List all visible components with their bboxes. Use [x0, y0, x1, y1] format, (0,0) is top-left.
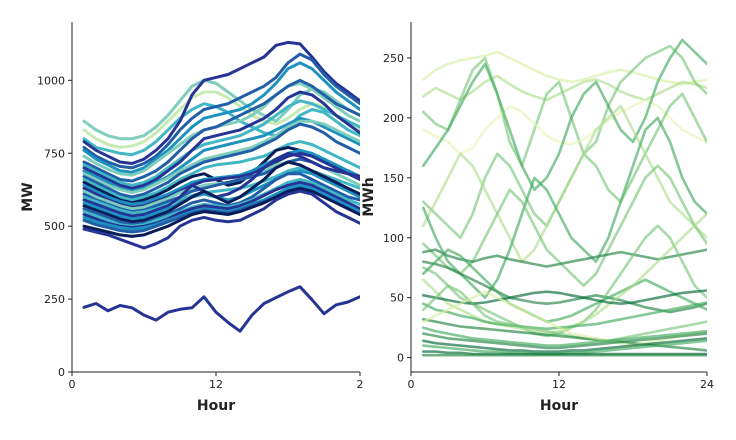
series-line-7 — [421, 116, 707, 300]
y-tick-label: 100 — [383, 232, 404, 245]
y-tick-label: 500 — [44, 220, 65, 233]
series-line-21 — [421, 337, 707, 353]
y-axis-label: MW — [20, 182, 36, 211]
mw-load-panel: 0 250 500 750 1000 0 12 2 Hour MW — [20, 22, 364, 414]
y-tick-label: 150 — [383, 172, 404, 185]
x-axis-label: Hour — [540, 398, 578, 414]
series-line-5 — [82, 61, 360, 174]
y-tick-label: 0 — [397, 352, 404, 365]
y-axis-label: MWh — [361, 177, 377, 216]
y-tick-label: 250 — [383, 52, 404, 65]
series-line-15 — [421, 301, 707, 331]
series-line-6 — [421, 104, 707, 264]
series-line-28 — [82, 186, 360, 238]
y-tick-label: 750 — [44, 147, 65, 160]
series-line-13 — [82, 140, 360, 202]
series-line-2 — [82, 102, 360, 157]
x-tick-label: 24 — [700, 378, 714, 391]
x-tick-label: 2 — [357, 378, 364, 391]
series-line-20 — [421, 332, 707, 350]
series-line-3 — [421, 98, 707, 156]
y-tick-label: 200 — [383, 112, 404, 125]
x-tick-label: 0 — [69, 378, 76, 391]
y-tick-label: 50 — [390, 292, 404, 305]
series-line-29 — [82, 189, 360, 250]
series-line-2 — [421, 44, 707, 168]
x-tick-label: 12 — [209, 378, 223, 391]
mwh-energy-panel: 0 50 100 150 200 250 0 12 24 Hour MWh — [361, 22, 714, 414]
series-line-10 — [421, 260, 707, 314]
series-line-1 — [421, 74, 707, 102]
series-group — [421, 38, 707, 357]
y-tick-label: 1000 — [37, 74, 65, 87]
series-line-22 — [82, 160, 360, 224]
series-line-3 — [82, 40, 360, 165]
series-line-9 — [82, 90, 360, 190]
series-line-18 — [421, 290, 707, 347]
series-line-4 — [82, 52, 360, 170]
y-tick-label: 250 — [44, 293, 65, 306]
series-line-11 — [82, 119, 360, 195]
series-line-16 — [421, 284, 707, 343]
x-tick-label: 12 — [552, 378, 566, 391]
series-line-23 — [82, 172, 360, 227]
series-line-12 — [421, 248, 707, 324]
series-line-11 — [421, 224, 707, 338]
series-line-5 — [421, 92, 707, 240]
series-line-30 — [82, 285, 360, 333]
y-tick-label: 0 — [58, 366, 65, 379]
series-line-12 — [82, 122, 360, 199]
series-line-7 — [82, 78, 360, 183]
series-group — [82, 40, 360, 333]
series-line-8 — [82, 99, 360, 187]
x-axis-label: Hour — [197, 398, 235, 414]
series-line-9 — [421, 248, 707, 268]
series-line-19 — [421, 326, 707, 347]
series-line-4 — [421, 38, 707, 192]
x-tick-label: 0 — [408, 378, 415, 391]
series-line-13 — [421, 212, 707, 335]
series-line-8 — [421, 164, 707, 288]
series-line-20 — [82, 151, 360, 218]
